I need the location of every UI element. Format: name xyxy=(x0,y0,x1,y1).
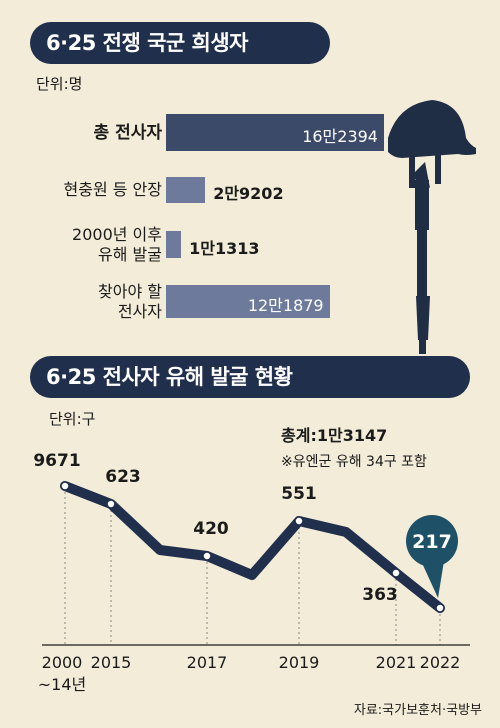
bar-value-label: 12만1879 xyxy=(247,295,324,315)
data-label: 9671 xyxy=(33,451,80,471)
bar xyxy=(166,114,384,151)
data-label: 420 xyxy=(193,519,229,539)
data-point xyxy=(435,603,445,613)
series-line xyxy=(60,481,445,613)
bar xyxy=(166,285,330,318)
bar-label: 현충원 등 안장 xyxy=(63,180,163,199)
x-tick-label: 2000 xyxy=(42,653,83,672)
x-tick-label: 2015 xyxy=(91,653,132,672)
bar-chart-unit: 단위:명 xyxy=(36,75,83,93)
source-credit: 자료:국가보훈처·국방부 xyxy=(353,703,482,718)
data-label: 551 xyxy=(281,484,317,504)
line-chart-title: 6·25 전사자 유해 발굴 현황 xyxy=(30,356,470,398)
line-chart-unit: 단위:구 xyxy=(49,410,96,428)
helmet-rifle-illustration xyxy=(388,100,476,354)
bar-label: 총 전사자 xyxy=(93,122,162,143)
x-tick-label: 2022 xyxy=(420,653,461,672)
bar-value-label: 16만2394 xyxy=(302,126,378,146)
data-point xyxy=(106,499,116,509)
bar-value-label: 2만9202 xyxy=(213,184,284,203)
highlight-bubble xyxy=(406,515,458,567)
x-tick-label: ~14년 xyxy=(38,675,87,694)
bar-label: 찾아야 할 전사자 xyxy=(98,281,162,321)
highlight-pin xyxy=(422,561,444,598)
bar-value-label: 1만1313 xyxy=(189,238,260,258)
data-point xyxy=(202,551,212,561)
data-point xyxy=(294,516,304,526)
un-remains-note: ※유엔군 유해 34구 포함 xyxy=(281,454,427,470)
data-label: 363 xyxy=(362,585,398,605)
bar xyxy=(166,231,182,258)
bar xyxy=(166,177,206,203)
highlight-value-label: 217 xyxy=(412,531,452,553)
data-point xyxy=(391,568,401,578)
x-tick-label: 2019 xyxy=(279,653,320,672)
bar-label: 2000년 이후 유해 발굴 xyxy=(72,224,162,264)
x-tick-label: 2017 xyxy=(187,653,228,672)
x-tick-label: 2021 xyxy=(376,653,417,672)
bar-chart-title: 6·25 전쟁 국군 희생자 xyxy=(30,22,330,64)
total-count: 총계:1만3147 xyxy=(281,426,388,445)
data-label: 623 xyxy=(105,467,141,487)
data-point xyxy=(60,481,70,491)
